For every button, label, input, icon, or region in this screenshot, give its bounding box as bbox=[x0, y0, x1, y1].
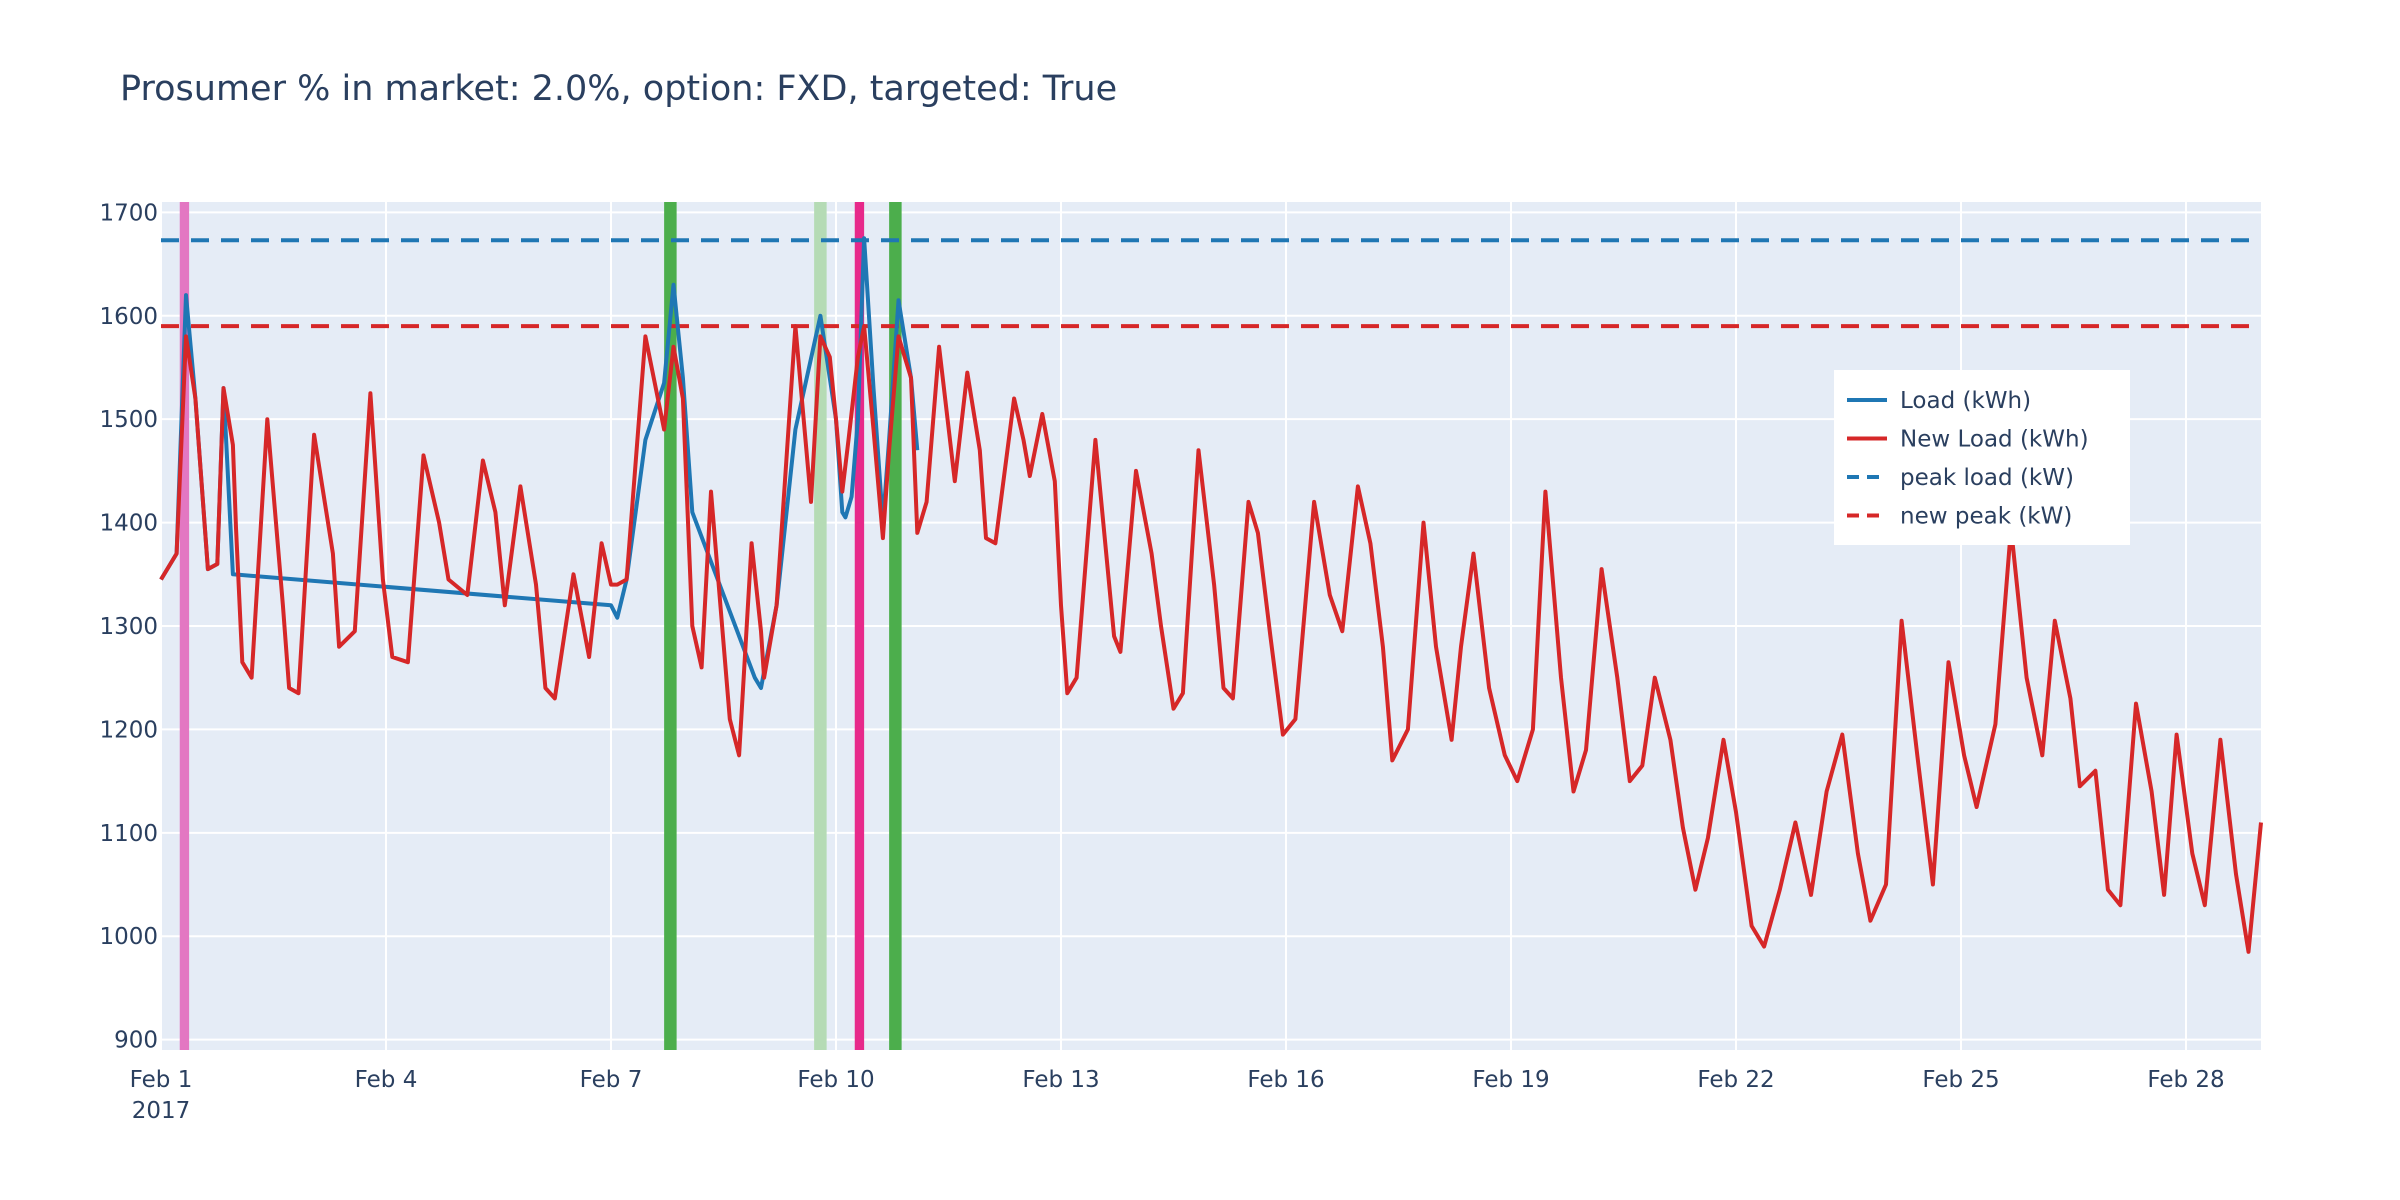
y-tick-label: 1600 bbox=[99, 304, 158, 330]
x-axis-ticks: Feb 1 2017 Feb 4 Feb 7 Feb 10 Feb 13 Feb 16 Feb… bbox=[130, 1067, 2225, 1124]
x-tick-label: Feb 28 bbox=[2147, 1067, 2224, 1093]
y-tick-label: 900 bbox=[114, 1028, 158, 1054]
legend-item-label[interactable]: peak load (kW) bbox=[1900, 465, 2074, 491]
x-tick-label: Feb 10 bbox=[797, 1067, 874, 1093]
y-tick-label: 1500 bbox=[99, 407, 158, 433]
x-tick-sublabel: 2017 bbox=[132, 1098, 191, 1124]
x-tick-label: Feb 13 bbox=[1022, 1067, 1099, 1093]
x-tick-label: Feb 22 bbox=[1697, 1067, 1774, 1093]
x-tick-label: Feb 1 bbox=[130, 1067, 193, 1093]
y-axis-ticks: 900 1000 1100 1200 1300 1400 1500 1600 1700 bbox=[99, 200, 158, 1053]
legend-item-label[interactable]: Load (kWh) bbox=[1900, 388, 2031, 414]
x-tick-label: Feb 25 bbox=[1922, 1067, 1999, 1093]
y-tick-label: 1100 bbox=[99, 821, 158, 847]
highlight-band bbox=[854, 202, 865, 1050]
x-tick-label: Feb 4 bbox=[355, 1067, 418, 1093]
chart-title: Prosumer % in market: 2.0%, option: FXD,… bbox=[120, 69, 1117, 109]
legend[interactable]: Load (kWh) New Load (kWh) peak load (kW) ne… bbox=[1834, 370, 2130, 545]
legend-item-label[interactable]: New Load (kWh) bbox=[1900, 427, 2089, 453]
reference-lines bbox=[161, 238, 2261, 329]
highlight-band bbox=[179, 202, 190, 1050]
series-lines bbox=[159, 236, 2263, 954]
y-tick-label: 1700 bbox=[99, 200, 158, 226]
x-tick-label: Feb 16 bbox=[1247, 1067, 1324, 1093]
y-tick-label: 1000 bbox=[99, 924, 158, 950]
series-line bbox=[159, 324, 2263, 954]
y-tick-label: 1300 bbox=[99, 614, 158, 640]
y-tick-label: 1400 bbox=[99, 511, 158, 537]
y-tick-label: 1200 bbox=[99, 717, 158, 743]
x-tick-label: Feb 7 bbox=[580, 1067, 643, 1093]
gridlines bbox=[160, 202, 2261, 1050]
legend-item-label[interactable]: new peak (kW) bbox=[1900, 504, 2072, 530]
x-tick-label: Feb 19 bbox=[1472, 1067, 1549, 1093]
